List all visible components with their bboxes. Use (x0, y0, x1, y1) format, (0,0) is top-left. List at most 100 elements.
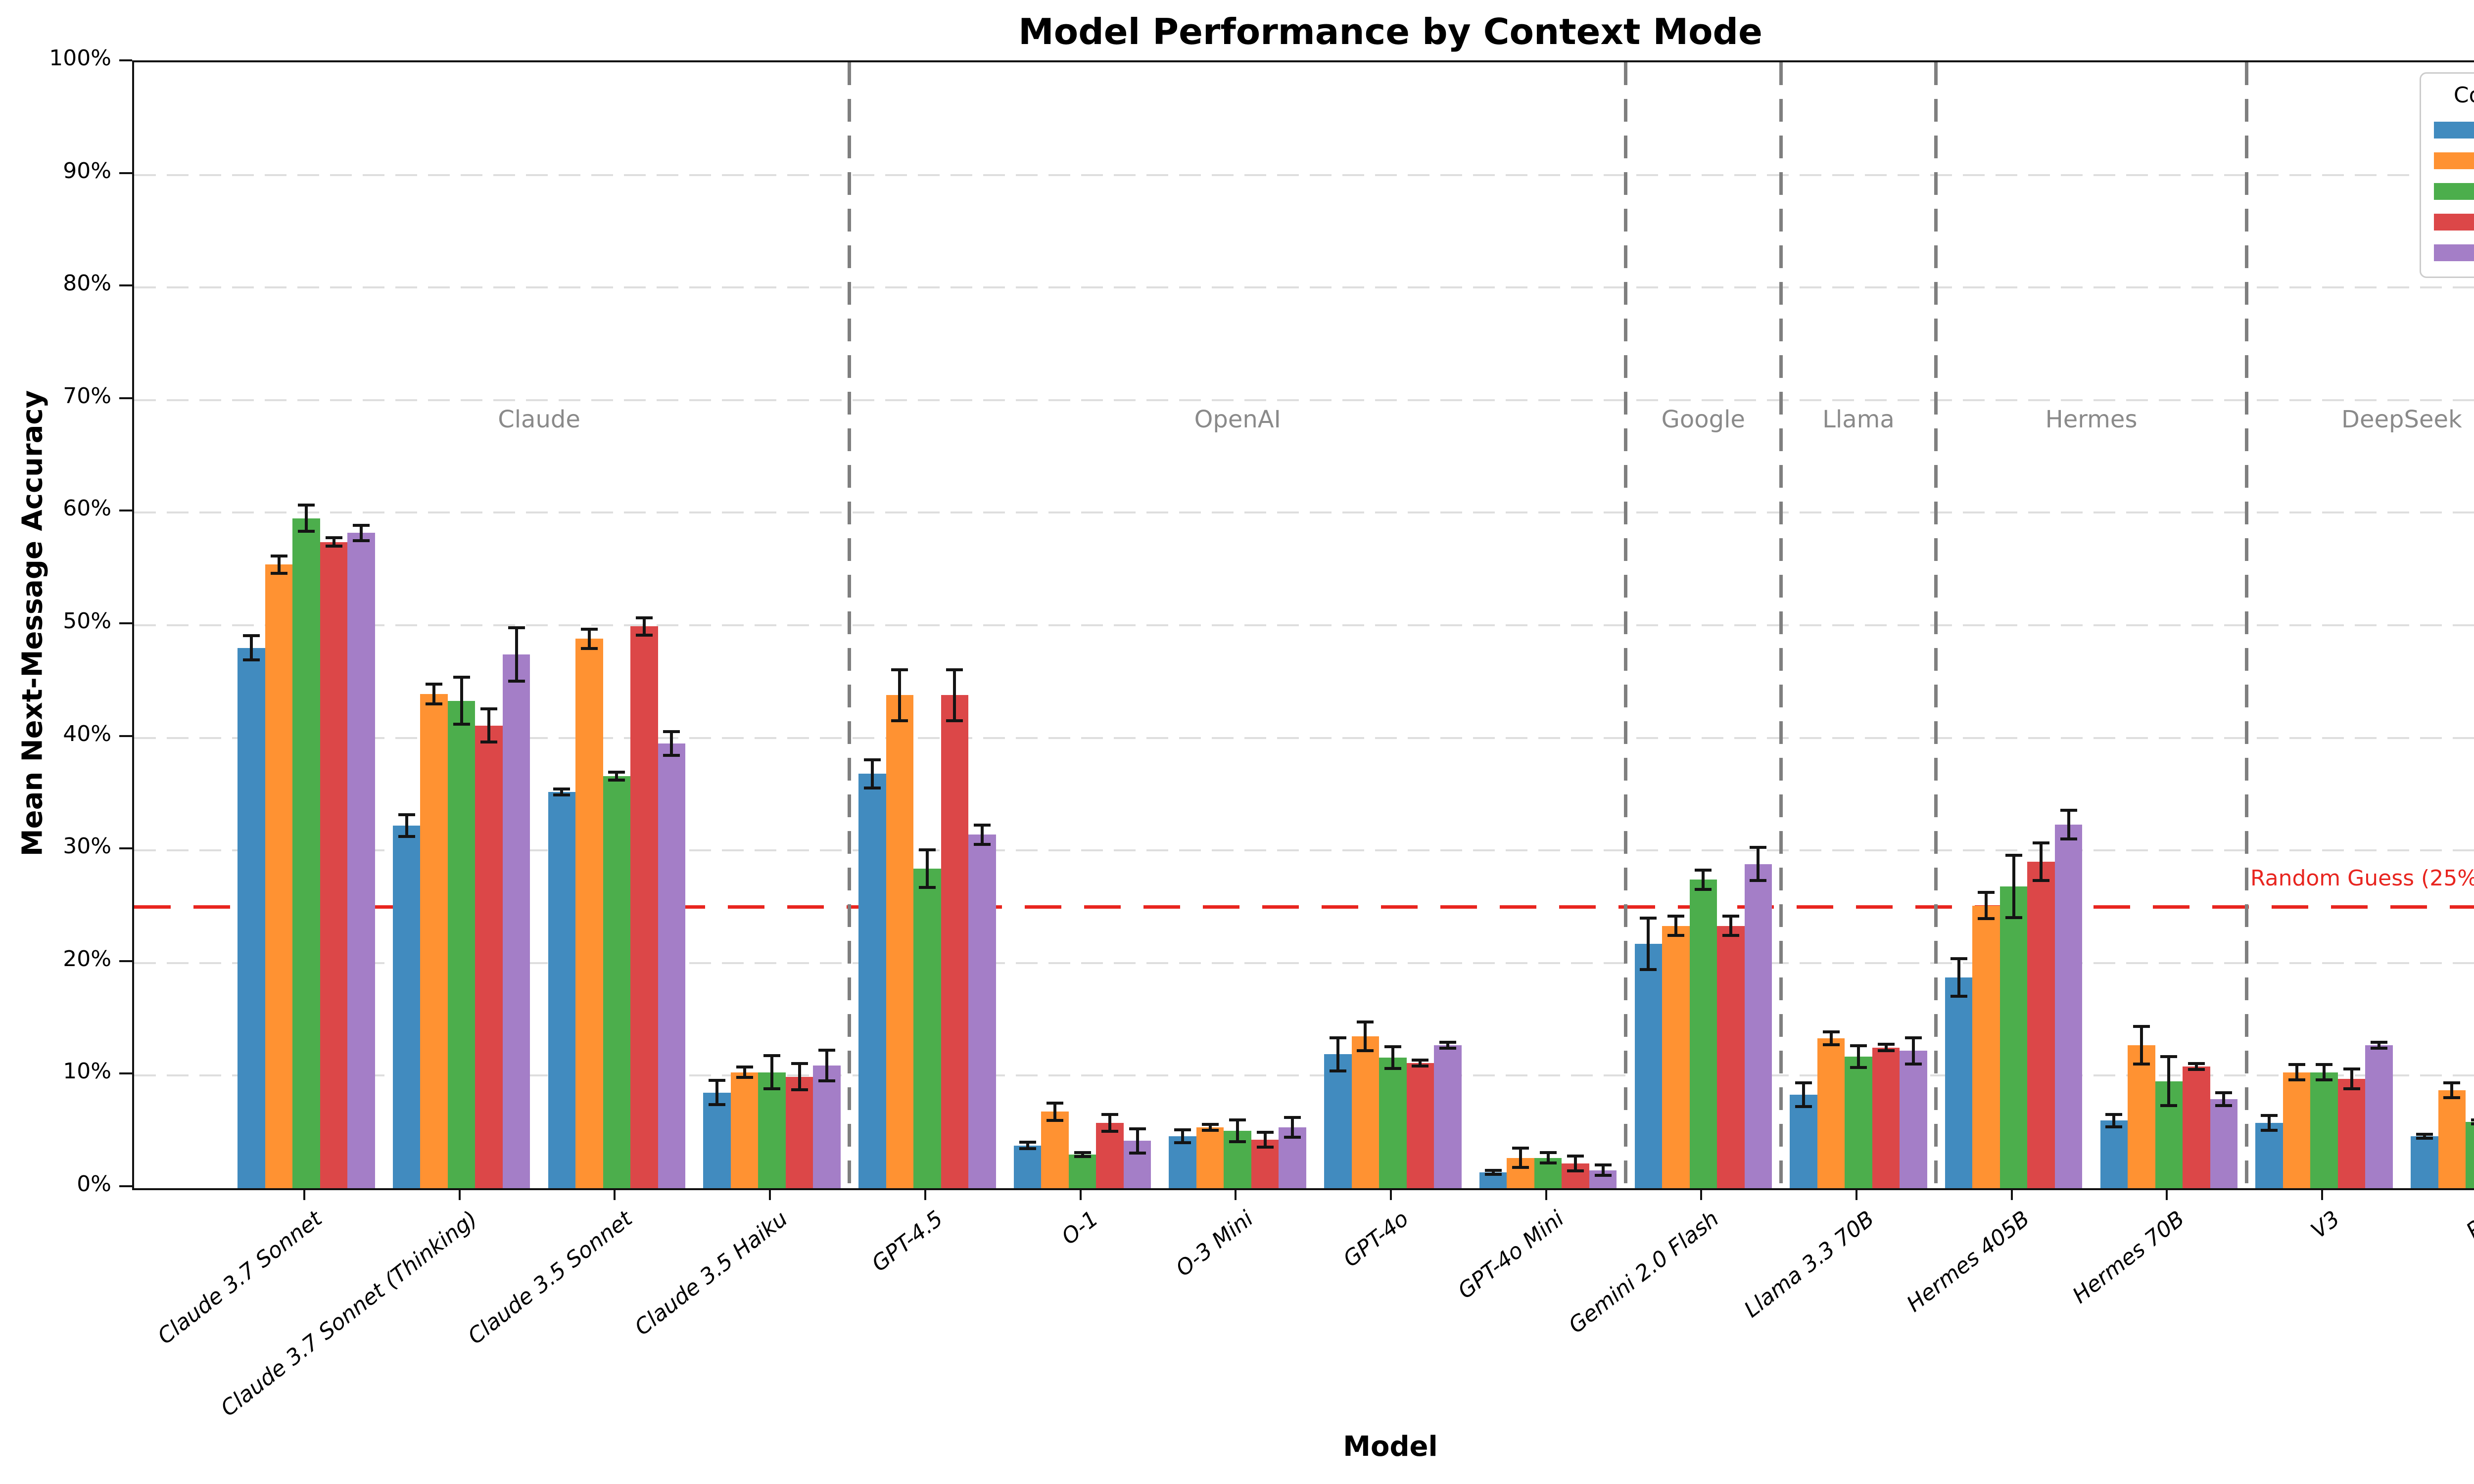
error-bar-stem (670, 730, 673, 757)
bar-slot (813, 62, 841, 1188)
error-bar-cap-bottom (1412, 1065, 1429, 1068)
bar-slot (1817, 62, 1845, 1188)
error-bar-cap-bottom (663, 754, 680, 757)
bar-No Context-Llama 3.3 70B (1790, 1095, 1817, 1188)
error-bar-cap-bottom (2471, 1122, 2474, 1125)
bar-slot (347, 62, 375, 1188)
bar-50 Raw-O-3 Mini (1196, 1127, 1224, 1188)
error-bar-cap-bottom (2188, 1068, 2205, 1071)
error-bar-cap-top (1950, 957, 1967, 961)
error-bar-stem (1446, 1040, 1449, 1050)
gridline-30 (134, 849, 2474, 852)
x-tick-label-Llama 3.3 70B: Llama 3.3 70B (1739, 1206, 1879, 1323)
gridline-70 (134, 399, 2474, 401)
error-bar-stem (715, 1079, 719, 1106)
x-tick-label-V3: V3 (2306, 1206, 2345, 1244)
legend: Context Mode No Context50 Raw50 Summary1… (2420, 72, 2474, 278)
error-bar-cap-bottom (2160, 1104, 2178, 1108)
error-bar-stem (1884, 1043, 1888, 1052)
error-bar-cap-bottom (2133, 1062, 2150, 1066)
error-bar-stem (487, 707, 491, 743)
y-tick-label-40: 40% (63, 721, 111, 746)
x-tick-O-1 (1079, 1188, 1082, 1200)
bar-50 Summary-V3 (2310, 1072, 2338, 1188)
bar-cluster-Gemini 2.0 Flash (1634, 62, 1772, 1188)
error-bar-cap-bottom (2416, 1137, 2433, 1140)
error-bar-cap-bottom (1384, 1067, 1401, 1070)
error-bar-stem (277, 554, 281, 575)
x-tick-GPT-4o (1389, 1188, 1392, 1200)
bar-100 Raw-Hermes 70B (2183, 1067, 2210, 1188)
x-tick-label-GPT-4o Mini: GPT-4o Mini (1453, 1206, 1569, 1304)
error-bar-cap-top (1384, 1045, 1401, 1048)
error-bar-cap-top (353, 524, 370, 527)
bar-slot (2155, 62, 2183, 1188)
chart-title: Model Performance by Context Mode (1018, 11, 1762, 52)
bar-slot (730, 62, 759, 1188)
error-bar-cap-top (1594, 1163, 1612, 1166)
error-bar-cap-bottom (1019, 1147, 1036, 1150)
error-bar-stem (460, 676, 463, 726)
error-bar-cap-top (325, 536, 342, 540)
error-bar-cap-top (2160, 1055, 2178, 1059)
error-bar-cap-bottom (2033, 879, 2050, 882)
bar-slot (630, 62, 658, 1188)
y-tick-10 (119, 1072, 132, 1075)
error-bar-cap-top (2188, 1062, 2205, 1066)
bar-cluster-V3 (2255, 62, 2393, 1188)
bar-slot (238, 62, 265, 1188)
error-bar-cap-top (1978, 891, 1995, 894)
error-bar-stem (1729, 914, 1732, 937)
error-bar-cap-bottom (1750, 879, 1767, 882)
bar-slot (1634, 62, 1663, 1188)
bar-cluster-GPT-4o (1324, 62, 1462, 1188)
error-bar-cap-bottom (1256, 1146, 1274, 1149)
legend-swatch-No Context (2434, 122, 2474, 139)
bar-50 Raw-Hermes 405B (1972, 905, 2000, 1188)
y-tick-0 (119, 1185, 132, 1187)
bar-slot (1507, 62, 1534, 1188)
group-label-Hermes: Hermes (2045, 406, 2138, 433)
error-bar-stem (1181, 1128, 1185, 1145)
error-bar-cap-bottom (1905, 1062, 1922, 1066)
bar-slot (886, 62, 914, 1188)
error-bar-cap-top (1484, 1169, 1502, 1172)
error-bar-stem (2350, 1067, 2353, 1090)
bar-No Context-Claude 3.5 Sonnet (548, 791, 576, 1188)
error-bar-cap-top (891, 668, 908, 671)
error-bar-cap-top (1667, 914, 1684, 918)
error-bar-cap-bottom (553, 793, 571, 796)
error-bar-cap-bottom (1877, 1049, 1895, 1052)
bar-slot (603, 62, 631, 1188)
error-bar-cap-bottom (1950, 995, 1967, 998)
group-divider-Llama (1934, 62, 1938, 1188)
error-bar-stem (743, 1065, 746, 1079)
error-bar-cap-bottom (1640, 968, 1657, 971)
y-tick-label-30: 30% (63, 834, 111, 859)
error-bar-cap-bottom (325, 544, 342, 548)
bar-slot (502, 62, 530, 1188)
error-bar-cap-bottom (2316, 1078, 2333, 1081)
x-tick-label-R1: R1 (2461, 1206, 2474, 1244)
bar-50 Raw-GPT-4o (1351, 1036, 1380, 1188)
error-bar-stem (2140, 1025, 2143, 1066)
bar-slot (1406, 62, 1434, 1188)
group-label-Claude: Claude (498, 406, 580, 433)
error-bar-stem (432, 683, 436, 705)
error-bar-stem (1263, 1130, 1267, 1149)
error-bar-stem (2167, 1055, 2171, 1108)
bar-100 Raw-Claude 3.5 Haiku (785, 1076, 813, 1188)
bar-100 Raw-Claude 3.5 Sonnet (630, 626, 658, 1188)
error-bar-cap-top (2443, 1081, 2461, 1084)
error-bar-cap-bottom (709, 1103, 726, 1106)
error-bar-cap-bottom (580, 647, 598, 650)
error-bar-cap-bottom (298, 530, 315, 533)
bar-100 Summary-Claude 3.5 Sonnet (658, 743, 686, 1188)
bar-50 Raw-R1 (2438, 1090, 2466, 1188)
error-bar-cap-top (736, 1065, 753, 1068)
error-bar-cap-top (480, 707, 498, 711)
bar-slot (858, 62, 886, 1188)
error-bar-stem (1336, 1036, 1339, 1072)
bar-slot (1900, 62, 1927, 1188)
error-bar-cap-top (663, 730, 680, 733)
